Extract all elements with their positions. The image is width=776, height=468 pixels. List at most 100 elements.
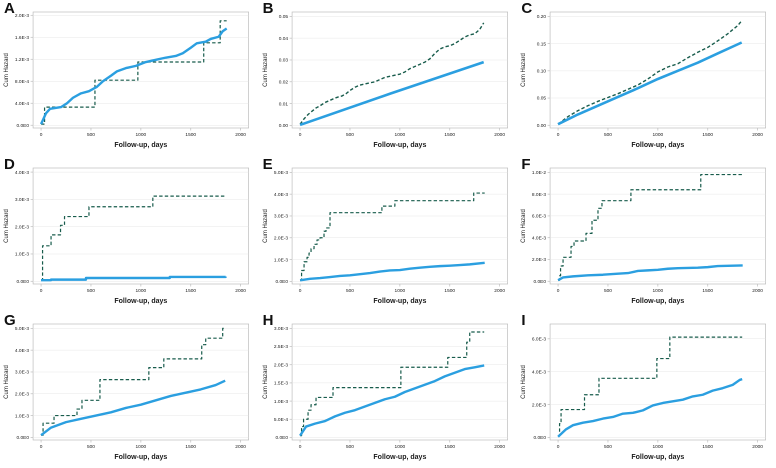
svg-text:0.01: 0.01 [278,101,288,107]
gridlines [33,171,249,282]
svg-text:1000: 1000 [653,288,664,294]
svg-text:4.0E-3: 4.0E-3 [15,170,29,176]
svg-text:0.0E0: 0.0E0 [534,435,547,441]
series-green-line [41,195,226,281]
svg-text:2000: 2000 [753,444,764,450]
plot-area [32,11,249,129]
svg-text:1500: 1500 [185,288,196,294]
svg-text:0.0E0: 0.0E0 [17,123,30,129]
svg-text:2.0E-3: 2.0E-3 [15,391,29,397]
svg-text:1500: 1500 [703,444,714,450]
x-axis-ticks: 0 500 1000 1500 2000 [298,128,505,138]
series-green-line [557,20,743,125]
svg-text:1000: 1000 [136,132,147,138]
svg-text:2000: 2000 [753,288,764,294]
y-axis-label: Cum Hazard [263,209,269,243]
y-axis-ticks: 3.0E-3 2.5E-3 2.0E-3 1.5E-3 1.0E-3 5.0E-4 0.0E… [274,326,292,441]
panel-label-c: C [521,0,533,17]
x-axis-ticks: 0 500 1000 1500 2000 [557,128,764,138]
svg-text:0.04: 0.04 [278,36,288,42]
y-axis-ticks: 4.0E-3 3.0E-3 2.0E-3 1.0E-3 0.0E0 [15,170,34,285]
series-green-line [299,331,484,437]
svg-text:4.0E-3: 4.0E-3 [532,369,546,375]
svg-text:1500: 1500 [703,132,714,138]
svg-text:0.15: 0.15 [537,41,547,47]
svg-text:0: 0 [557,444,560,450]
svg-text:3.0E-3: 3.0E-3 [15,370,29,376]
y-axis-label: Cum Hazard [263,53,269,87]
panel-label-h: H [262,312,274,329]
panel-e: E 5.0E-3 4.0E-3 3.0E-3 2.0E-3 1.0E-3 0.0E0 0 50… [259,156,518,312]
plot-area [32,167,249,285]
cumulative-hazard-chart-b: 0.05 0.04 0.03 0.02 0.01 0.00 0 500 1000 1500 2000… [263,11,508,149]
svg-text:0.00: 0.00 [278,123,288,129]
series-green-line [41,327,226,436]
panel-label-d: D [4,156,15,173]
svg-text:4.0E-4: 4.0E-4 [15,101,29,107]
svg-text:4.0E-3: 4.0E-3 [15,348,29,354]
svg-text:1000: 1000 [394,288,405,294]
series-blue-line [41,275,227,282]
svg-text:2000: 2000 [235,132,246,138]
svg-text:1500: 1500 [444,444,455,450]
plot-area [291,167,508,285]
x-axis-label: Follow-up, days [373,454,426,461]
svg-text:1.0E-2: 1.0E-2 [532,170,546,176]
series-blue-line [557,377,743,438]
x-axis-ticks: 0 500 1000 1500 2000 [40,440,246,450]
panel-b: B 0.05 0.04 0.03 0.02 0.01 0.00 0 500 1000 1500 20… [259,0,518,156]
svg-text:0.0E0: 0.0E0 [534,279,547,285]
y-axis-ticks: 0.20 0.15 0.10 0.05 0.00 [537,14,551,129]
panel-d: D 4.0E-3 3.0E-3 2.0E-3 1.0E-3 0.0E0 0 500 1000 1… [0,156,259,312]
cumulative-hazard-chart-a: 2.0E-3 1.6E-3 1.2E-3 8.0E-4 4.0E-4 0.0E0 0 500 1… [4,11,249,149]
plot-area [291,11,508,129]
svg-text:2000: 2000 [753,132,764,138]
gridlines [291,172,508,282]
svg-text:0: 0 [298,444,301,450]
svg-text:2000: 2000 [494,444,505,450]
x-axis-ticks: 0 500 1000 1500 2000 [40,284,246,294]
y-axis-label: Cum Hazard [4,53,10,87]
y-axis-ticks: 1.0E-2 8.0E-3 6.0E-3 4.0E-3 2.0E-3 0.0E0 [532,170,551,285]
svg-text:2.0E-3: 2.0E-3 [532,402,546,408]
series-green-line [299,192,485,281]
svg-text:5.0E-3: 5.0E-3 [274,170,288,176]
svg-text:8.0E-4: 8.0E-4 [15,79,29,85]
series-blue-line [39,27,228,125]
y-axis-ticks: 0.05 0.04 0.03 0.02 0.01 0.00 [278,14,292,129]
series-green-line [558,336,743,437]
svg-text:500: 500 [604,444,612,450]
y-axis-ticks: 5.0E-3 4.0E-3 3.0E-3 2.0E-3 1.0E-3 0.0E0 [274,170,292,285]
y-axis-label: Cum Hazard [521,209,527,243]
x-axis-label: Follow-up, days [373,298,426,305]
panel-i: I 6.0E-3 4.0E-3 2.0E-3 0.0E0 0 500 1000 1500 200… [517,312,776,468]
svg-text:1.2E-3: 1.2E-3 [15,57,29,63]
svg-text:1.0E-3: 1.0E-3 [274,399,288,405]
x-axis-label: Follow-up, days [632,142,685,149]
gridlines [33,328,249,438]
svg-text:1.0E-3: 1.0E-3 [274,257,288,263]
x-axis-ticks: 0 500 1000 1500 2000 [557,440,764,450]
y-axis-ticks: 2.0E-3 1.6E-3 1.2E-3 8.0E-4 4.0E-4 0.0E0 [15,13,34,129]
panel-a: A 2.0E-3 1.6E-3 1.2E-3 8.0E-4 4.0E-4 0.0E0 0 50… [0,0,259,156]
panel-label-e: E [262,156,273,173]
svg-text:2000: 2000 [494,288,505,294]
svg-text:2.5E-3: 2.5E-3 [274,344,288,350]
x-axis-ticks: 0 500 1000 1500 2000 [298,284,505,294]
x-axis-label: Follow-up, days [632,454,685,461]
svg-text:1.0E-3: 1.0E-3 [15,252,29,258]
gridlines [33,15,249,126]
panel-label-b: B [262,0,274,17]
gridlines [550,16,766,126]
y-axis-label: Cum Hazard [4,209,10,243]
svg-text:5.0E-3: 5.0E-3 [15,326,29,332]
svg-text:1500: 1500 [444,288,455,294]
svg-text:1000: 1000 [653,132,664,138]
svg-text:500: 500 [604,288,612,294]
svg-text:0.03: 0.03 [278,58,288,64]
svg-text:0: 0 [557,132,560,138]
svg-text:1500: 1500 [185,132,196,138]
svg-text:2.0E-3: 2.0E-3 [532,257,546,263]
panel-label-a: A [4,0,15,17]
